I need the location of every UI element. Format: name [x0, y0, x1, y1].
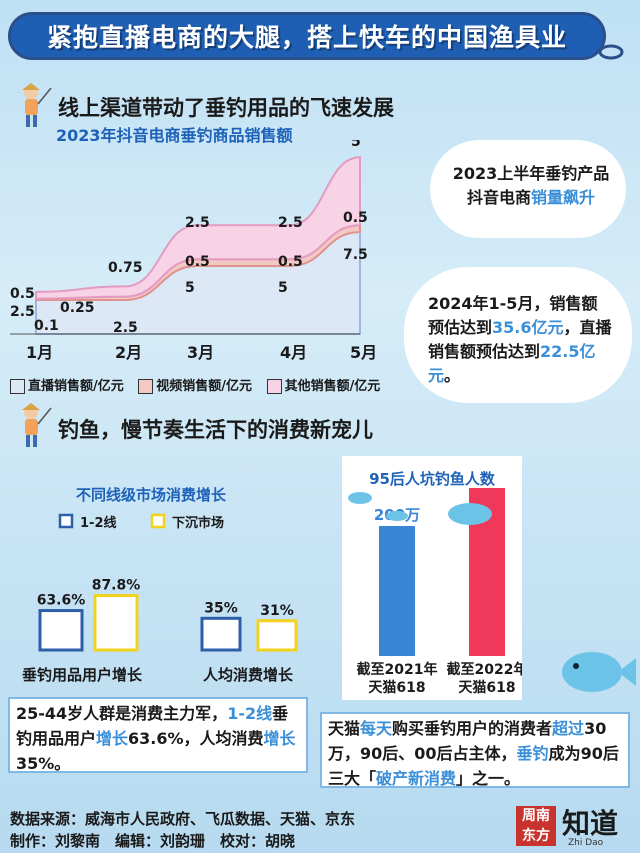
data-label-0-1: 2.5: [113, 320, 138, 336]
x-tick-label: 3月: [187, 343, 214, 362]
data-label-1-3: 0.5: [278, 254, 303, 270]
note1-text: 25-44岁人群是消费主力军，1-2线垂钓用品用户增长63.6%，人均消费增长3…: [16, 704, 296, 773]
cloud-callout-2: [412, 275, 624, 395]
fans-category-line1-1: 截至2022年: [447, 661, 522, 678]
fish-icon-small-2: [386, 511, 408, 521]
bar-1-0: [200, 616, 242, 652]
note-panel-2: [320, 712, 630, 788]
fans-category-line2-0: 天猫618: [368, 679, 425, 696]
fans-bar-0: [379, 526, 415, 656]
data-label-2-1: 0.75: [108, 260, 143, 276]
data-label-2-2: 2.5: [185, 215, 210, 231]
legend-label-1: 下沉市场: [172, 515, 224, 531]
bar-label-0-0: 63.6%: [37, 593, 86, 609]
logo: 周南 东方 知道 Zhi Dao: [516, 802, 634, 850]
fans-chart: 200万截至2021年天猫618300万截至2022年天猫618: [348, 488, 522, 696]
fish-icon-large: [448, 503, 492, 525]
fans-category-line1-0: 截至2021年: [357, 661, 438, 678]
logo-word: 知道: [562, 807, 619, 840]
cloud2-text: 2024年1-5月，销售额预估达到35.6亿元，直播销售额预估达到22.5亿元。: [428, 294, 612, 385]
category-label-0: 垂钓用品用户增长: [22, 666, 143, 684]
data-label-1-2: 0.5: [185, 254, 210, 270]
market-growth-chart: 1-2线 下沉市场 63.6% 87.8% 垂钓用品用户增长 35% 31% 人均消费增长: [22, 513, 298, 684]
category-label-1: 人均消费增长: [203, 666, 294, 684]
x-tick-label: 1月: [26, 343, 53, 362]
data-label-0-0: 2.5: [10, 304, 35, 320]
page-title: 紧抱直播电商的大腿，搭上快车的中国渔具业: [46, 23, 567, 52]
logo-pinyin: Zhi Dao: [568, 838, 604, 848]
legend-label-0: 1-2线: [80, 515, 117, 531]
section1-title: 线上渠道带动了垂钓用品的飞速发展: [58, 96, 394, 120]
data-label-2-0: 0.5: [10, 286, 35, 302]
x-tick-label: 4月: [280, 343, 307, 362]
cloud-callout-1: [438, 148, 618, 230]
data-label-2-4: 5: [351, 140, 361, 150]
bar-label-1-1: 31%: [260, 603, 294, 619]
source-text: 数据来源：威海市人民政府、飞瓜数据、天猫、京东: [10, 810, 356, 828]
cloud1-text: 2023上半年垂钓产品抖音电商销量飙升: [452, 164, 610, 207]
legend-item-other: 其他销售额/亿元: [266, 379, 380, 394]
logo-seal: 周南 东方: [516, 806, 556, 846]
data-label-0-4: 7.5: [343, 247, 368, 263]
fans-chart-title: 95后人坑钓鱼人数: [369, 470, 495, 488]
data-label-1-4: 0.5: [343, 210, 368, 226]
section2-title: 钓鱼，慢节奏生活下的消费新宠儿: [58, 418, 373, 442]
area-chart-title: 2023年抖音电商垂钓商品销售额: [56, 126, 293, 145]
fish-icon: [562, 652, 636, 692]
fisher-icon-2: [14, 402, 52, 448]
area-series-2: [35, 156, 361, 300]
fans-category-line2-1: 天猫618: [458, 679, 515, 696]
legend-item-video: 视频销售额/亿元: [138, 379, 252, 394]
note-panel-1: [8, 697, 308, 773]
bar-1-1: [256, 619, 298, 652]
fisher-icon: [14, 82, 52, 128]
legend-swatch-1: [150, 513, 166, 529]
data-label-1-1: 0.25: [60, 300, 95, 316]
market-chart-title: 不同线级市场消费增长: [76, 486, 227, 504]
area-chart: 1月 2月 3月 4月 5月 2.5 2.5 5 5 7.5 0.10.25 0.5 0.5 0.5 0.5…: [10, 140, 377, 362]
area-legend: 直播销售额/亿元 视频销售额/亿元 其他销售额/亿元: [10, 375, 380, 394]
bar-label-1-0: 35%: [204, 600, 238, 616]
legend-item-live: 直播销售额/亿元: [10, 379, 124, 394]
x-tick-label: 5月: [350, 343, 377, 362]
data-label-2-3: 2.5: [278, 215, 303, 231]
bar-0-0: [38, 609, 84, 652]
data-label-0-3: 5: [278, 280, 288, 296]
data-label-0-2: 5: [185, 280, 195, 296]
data-label-1-0: 0.1: [34, 318, 59, 334]
note2-text: 天猫每天购买垂钓用户的消费者超过30万，90后、00后占主体，垂钓成为90后三大…: [328, 719, 619, 788]
x-tick-label: 2月: [115, 343, 142, 362]
fish-icon-small-1: [348, 492, 372, 504]
credits-text: 制作：刘黎南 编辑：刘韵珊 校对：胡晓: [10, 832, 296, 850]
bar-0-1: [93, 594, 139, 652]
banner-hook-icon: [596, 42, 626, 62]
title-banner: 紧抱直播电商的大腿，搭上快车的中国渔具业: [8, 12, 606, 60]
bar-label-0-1: 87.8%: [92, 578, 141, 594]
legend-swatch-0: [58, 513, 74, 529]
